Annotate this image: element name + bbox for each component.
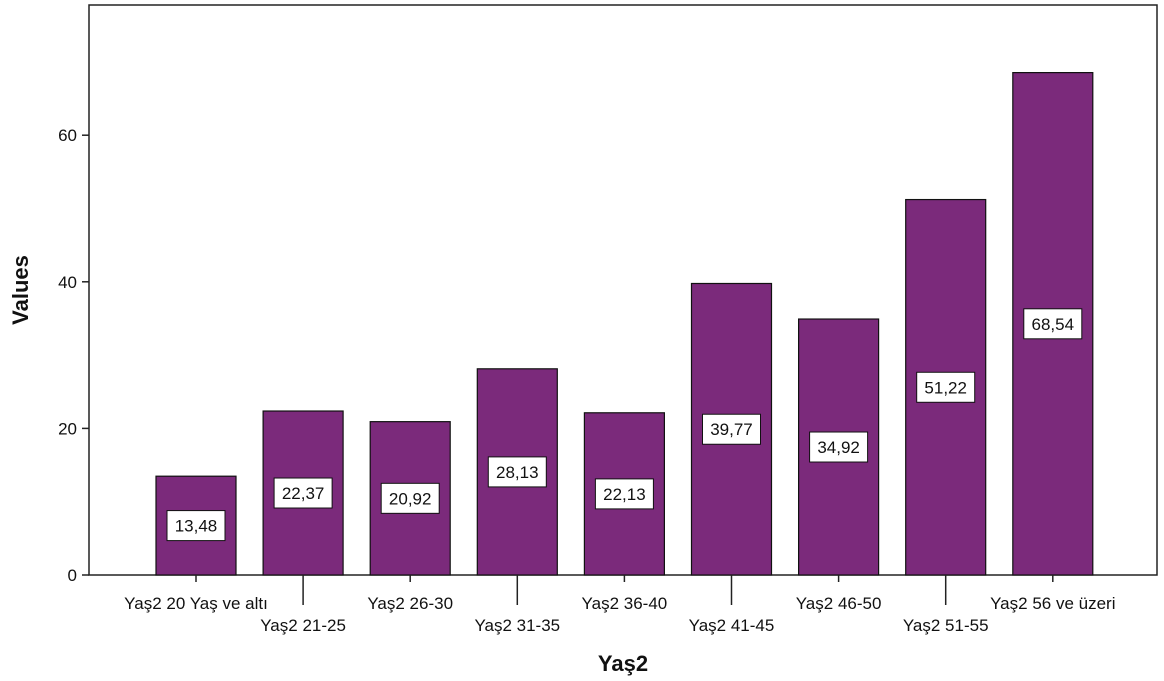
y-tick-label: 20 (58, 419, 77, 438)
value-label: 22,37 (282, 484, 325, 503)
value-label: 51,22 (924, 378, 967, 397)
y-tick-label: 0 (68, 566, 77, 585)
x-tick-label: Yaş2 46-50 (796, 594, 882, 613)
x-axis-title: Yaş2 (598, 651, 648, 676)
x-tick-label: Yaş2 21-25 (260, 616, 346, 635)
x-tick-label: Yaş2 56 ve üzeri (990, 594, 1115, 613)
x-tick-label: Yaş2 36-40 (582, 594, 668, 613)
x-tick-label: Yaş2 20 Yaş ve altı (124, 594, 268, 613)
value-label-box (380, 482, 440, 514)
value-label: 22,13 (603, 485, 646, 504)
value-label-box (273, 477, 333, 509)
value-label: 68,54 (1032, 315, 1075, 334)
y-tick-label: 40 (58, 273, 77, 292)
value-label-box (487, 456, 547, 488)
value-label-box (809, 431, 869, 463)
value-label-box (594, 478, 654, 510)
value-label: 34,92 (817, 438, 860, 457)
value-label-box (166, 510, 226, 542)
value-label: 13,48 (175, 517, 218, 536)
value-label-box (702, 413, 761, 445)
x-tick-label: Yaş2 26-30 (367, 594, 453, 613)
value-label: 28,13 (496, 463, 539, 482)
y-tick-label: 60 (58, 126, 77, 145)
x-tick-label: Yaş2 41-45 (689, 616, 775, 635)
x-tick-label: Yaş2 51-55 (903, 616, 989, 635)
value-label: 39,77 (710, 420, 753, 439)
value-label-box (916, 371, 976, 403)
y-axis-title: Values (8, 255, 33, 325)
x-tick-label: Yaş2 31-35 (474, 616, 560, 635)
x-axis: Yaş2 20 Yaş ve altı Yaş2 21-25 Yaş2 26-30 Y… (124, 575, 1115, 635)
value-label-box (1023, 308, 1083, 340)
y-axis: 0 20 40 60 (58, 126, 89, 585)
value-label: 20,92 (389, 489, 432, 508)
